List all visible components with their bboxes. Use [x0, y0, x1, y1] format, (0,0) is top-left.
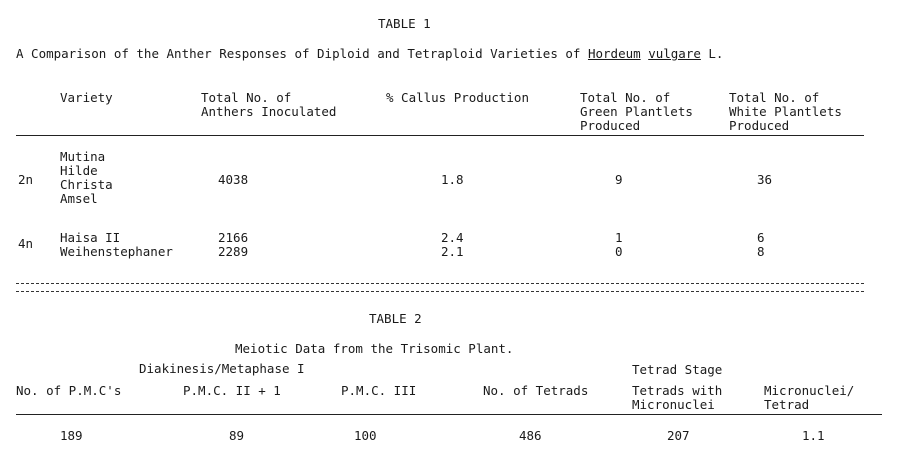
callus-4n: 2.4 2.1: [441, 230, 464, 259]
value-tetrads-micro: 207: [667, 428, 690, 443]
col-header-anthers: Total No. of Anthers Inoculated: [201, 90, 337, 119]
white-4n: 6 8: [757, 230, 765, 259]
col-header-tetrads-micro: Tetrads with Micronuclei: [632, 383, 723, 412]
col-header-callus: % Callus Production: [386, 90, 529, 105]
value-tetrads: 486: [519, 428, 542, 443]
table2-header-rule: [16, 414, 882, 415]
table1-caption-prefix: A Comparison of the Anther Responses of …: [16, 46, 581, 61]
white-2n: 36: [757, 172, 773, 187]
col-header-micro-per: Micronuclei/ Tetrad: [764, 383, 855, 412]
col-header-pmc3: P.M.C. III: [341, 383, 417, 398]
value-pmc3: 100: [354, 428, 377, 443]
anthers-2n: 4038: [218, 172, 249, 187]
table2-heading: TABLE 2: [369, 311, 422, 326]
table1-header-rule: [16, 135, 864, 136]
table1-caption-suffix: L.: [708, 46, 724, 61]
col-header-variety: Variety: [60, 90, 113, 105]
value-pmc2: 89: [229, 428, 245, 443]
callus-2n: 1.8: [441, 172, 464, 187]
anthers-4n: 2166 2289: [218, 230, 249, 259]
green-2n: 9: [615, 172, 623, 187]
col-header-white: Total No. of White Plantlets Produced: [729, 90, 842, 133]
table1-caption-species: vulgare: [648, 46, 701, 61]
group-header-tetrad: Tetrad Stage: [632, 362, 723, 377]
group-header-diakinesis: Diakinesis/Metaphase I: [139, 361, 305, 376]
value-micro-per: 1.1: [802, 428, 825, 443]
col-header-pmc2: P.M.C. II + 1: [183, 383, 281, 398]
varieties-4n: Haisa II Weihenstephaner: [60, 230, 173, 259]
green-4n: 1 0: [615, 230, 623, 259]
table2-caption: Meiotic Data from the Trisomic Plant.: [235, 341, 514, 356]
col-header-green: Total No. of Green Plantlets Produced: [580, 90, 693, 133]
varieties-2n: Mutina Hilde Christa Amsel: [60, 149, 113, 206]
ploidy-label-2n: 2n: [18, 172, 34, 187]
table1-heading: TABLE 1: [378, 16, 431, 31]
ploidy-label-4n: 4n: [18, 236, 34, 251]
table1-caption: A Comparison of the Anther Responses of …: [16, 47, 723, 61]
table-separator-top: [16, 283, 864, 284]
value-pmc: 189: [60, 428, 83, 443]
table-separator-bottom: [16, 291, 864, 292]
col-header-pmc: No. of P.M.C's: [16, 383, 122, 398]
col-header-tetrads: No. of Tetrads: [483, 383, 589, 398]
table1-caption-genus: Hordeum: [587, 46, 641, 61]
